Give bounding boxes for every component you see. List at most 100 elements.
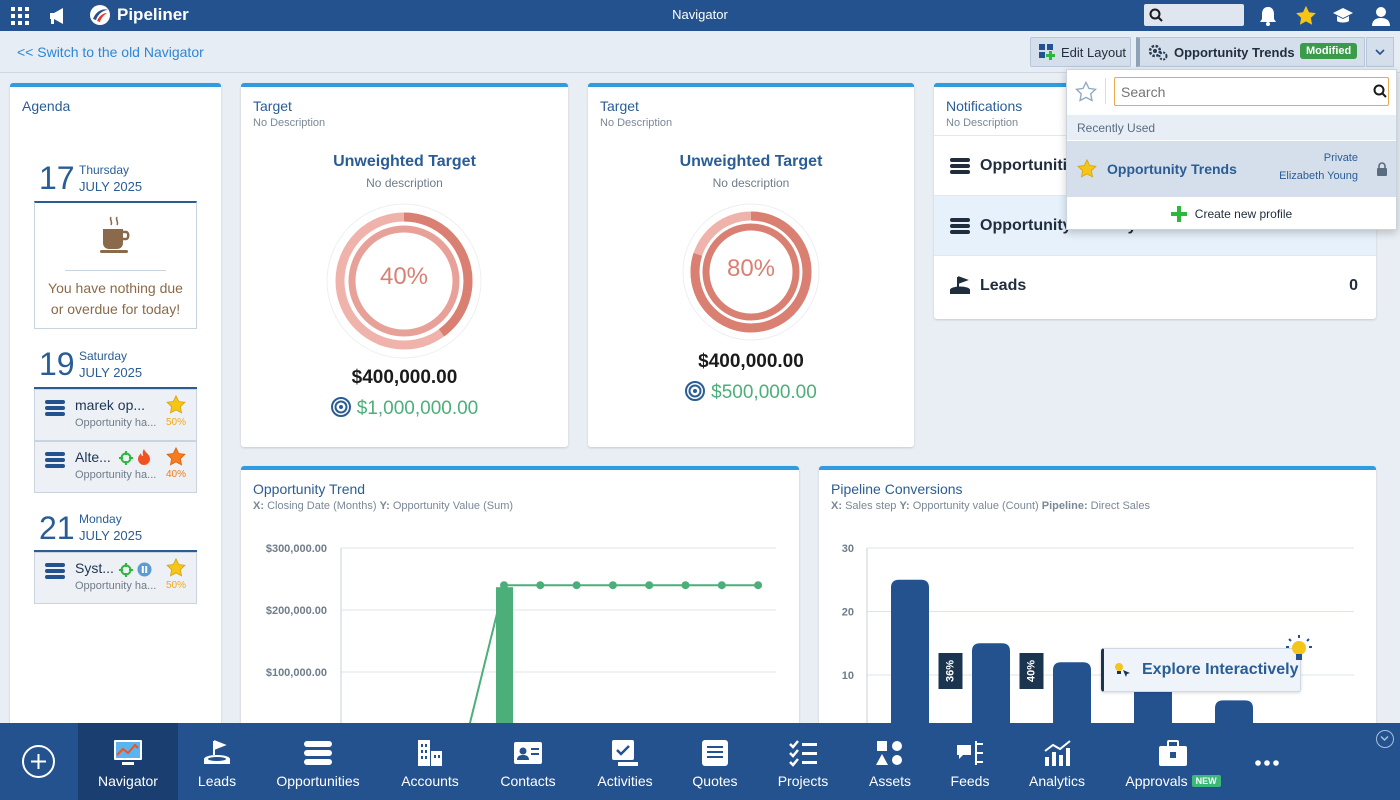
profile-selector-button[interactable]: Opportunity Trends	[1136, 37, 1365, 67]
nav-label: Quotes	[692, 773, 738, 789]
pipeliner-logo[interactable]: Pipeliner	[88, 4, 189, 26]
opportunity-trend-chart[interactable]: $300,000.00 $200,000.00 $100,000.00	[241, 520, 799, 727]
nav-analytics[interactable]: Analytics	[1020, 723, 1094, 800]
nav-approvals[interactable]: Approvals NEW	[1112, 723, 1234, 800]
agenda-item-probability: 50%	[166, 417, 187, 428]
nav-contacts[interactable]: Contacts	[488, 723, 568, 800]
nav-label: Activities	[597, 773, 653, 789]
favorites-star-icon[interactable]	[1288, 0, 1324, 31]
pause-icon	[137, 562, 152, 577]
trend-bar[interactable]	[496, 587, 513, 727]
pipeline-bar[interactable]	[891, 579, 929, 727]
agenda-empty-box: You have nothing due or overdue for toda…	[34, 201, 197, 329]
contacts-icon	[514, 742, 542, 764]
apps-grid-icon[interactable]	[2, 0, 38, 31]
goal-target-icon	[685, 381, 706, 401]
global-search-input[interactable]	[1144, 4, 1244, 26]
star-icon[interactable]	[1077, 159, 1097, 178]
target-goal: $500,000.00	[588, 381, 914, 404]
pipeline-bar[interactable]	[1215, 700, 1253, 727]
nav-opportunities[interactable]: Opportunities	[266, 723, 370, 800]
create-new-profile-button[interactable]: Create new profile	[1067, 198, 1396, 230]
trend-point[interactable]	[754, 581, 763, 590]
target-description: No Description	[253, 117, 326, 129]
target-card[interactable]: Target No Description Unweighted Target …	[241, 83, 568, 447]
pipeline-bar[interactable]	[1134, 681, 1172, 727]
star-icon	[166, 447, 186, 466]
explore-interactively-button[interactable]: Explore Interactively	[1101, 648, 1301, 692]
edit-layout-button[interactable]: Edit Layout	[1030, 37, 1131, 67]
target-heading-description: No description	[366, 176, 443, 190]
app-name: Pipeliner	[117, 5, 189, 24]
more-options-button[interactable]	[1254, 753, 1280, 773]
target-progress-ring	[682, 203, 820, 341]
nav-leads[interactable]: Leads	[181, 723, 253, 800]
target-heading-description: No description	[712, 176, 790, 190]
profile-owner: Elizabeth Young	[1279, 170, 1358, 182]
target-amount: $400,000.00	[698, 351, 804, 372]
pipeline-chart-title: Pipeline Conversions	[831, 481, 963, 497]
nav-label: Approvals	[1125, 773, 1188, 789]
notification-label: Leads	[980, 276, 1027, 294]
conversion-label-bg	[1019, 653, 1044, 689]
pipeline-bar[interactable]	[1053, 662, 1091, 727]
progress-arc	[335, 212, 473, 350]
target-goal-value: $500,000.00	[711, 382, 817, 403]
nav-assets[interactable]: Assets	[855, 723, 925, 800]
pipeline-conversions-chart[interactable]: 30 20 10 36% 40%	[819, 520, 1376, 727]
bell-icon[interactable]	[1250, 0, 1286, 31]
agenda-item[interactable]: Alte... Opportunity ha... 40%	[34, 441, 197, 493]
target-card[interactable]: Target No Description Unweighted Target …	[588, 83, 914, 447]
target-amount: $400,000.00	[351, 367, 458, 388]
nav-feeds[interactable]: Feeds	[938, 723, 1002, 800]
accounts-icon	[418, 740, 442, 766]
agenda-item-title: marek op...	[75, 397, 146, 413]
trend-point[interactable]	[681, 581, 690, 590]
trend-point[interactable]	[500, 581, 508, 590]
nav-quotes[interactable]: Quotes	[680, 723, 750, 800]
x-key: X:	[253, 500, 264, 512]
pipeline-bar[interactable]	[972, 643, 1010, 727]
collapse-nav-button[interactable]	[1376, 730, 1394, 748]
trend-point[interactable]	[572, 581, 581, 590]
opportunity-icon	[45, 400, 65, 416]
target-description: No Description	[600, 117, 673, 129]
star-icon	[166, 558, 186, 577]
trend-point[interactable]	[645, 581, 654, 590]
leads-icon	[204, 740, 230, 764]
profile-dropdown-toggle[interactable]	[1366, 37, 1394, 67]
agenda-item[interactable]: marek op... Opportunity ha... 50%	[34, 389, 197, 441]
nav-navigator[interactable]: Navigator	[78, 723, 178, 800]
navigator-toolbar: << Switch to the old Navigator Edit Layo…	[0, 31, 1400, 73]
add-circle-button[interactable]	[22, 745, 55, 778]
profile-option[interactable]: Opportunity Trends Private Elizabeth You…	[1067, 141, 1396, 197]
profile-visibility: Private	[1323, 152, 1358, 164]
profile-search-input[interactable]	[1114, 77, 1389, 106]
target-title: Target	[253, 98, 292, 114]
academy-cap-icon[interactable]	[1325, 0, 1361, 31]
nav-accounts[interactable]: Accounts	[390, 723, 470, 800]
coffee-cup-icon	[100, 216, 130, 253]
trend-point[interactable]	[536, 581, 545, 590]
create-new-profile-label: Create new profile	[1194, 207, 1293, 221]
agenda-item-title: Alte...	[75, 449, 111, 465]
ellipsis-icon	[1255, 760, 1279, 766]
target-crosshair-icon	[119, 451, 133, 465]
nav-activities[interactable]: Activities	[585, 723, 665, 800]
agenda-item[interactable]: Syst... Opportunity ha... 50%	[34, 552, 197, 604]
notification-row[interactable]: Leads 0	[934, 255, 1376, 315]
trend-point[interactable]	[717, 581, 726, 590]
user-profile-icon[interactable]	[1363, 0, 1399, 31]
notification-value: 0	[1349, 276, 1358, 294]
trend-point[interactable]	[608, 581, 617, 590]
conversion-label-bg	[938, 653, 963, 689]
star-outline-icon[interactable]	[1075, 81, 1097, 102]
chevron-down-icon	[1375, 49, 1385, 55]
gears-icon	[1148, 44, 1168, 61]
nav-projects[interactable]: Projects	[767, 723, 839, 800]
search-icon	[1149, 8, 1163, 22]
megaphone-icon[interactable]	[40, 0, 76, 31]
switch-old-navigator-link[interactable]: << Switch to the old Navigator	[17, 44, 204, 60]
quotes-icon	[702, 740, 728, 766]
agenda-item-probability: 50%	[166, 580, 187, 591]
